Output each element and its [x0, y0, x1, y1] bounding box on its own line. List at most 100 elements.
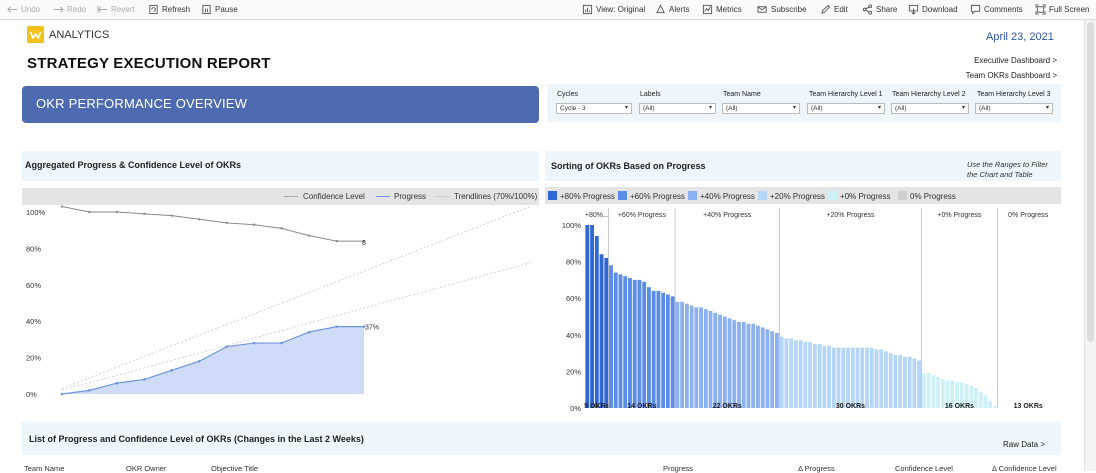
group-count-label: 30 OKRs: [836, 403, 865, 410]
vertical-scrollbar[interactable]: [1084, 20, 1096, 471]
okr-bar: [983, 395, 988, 408]
group-label: 0% Progress: [1008, 212, 1049, 219]
comments-button[interactable]: Comments: [970, 4, 1023, 15]
okr-bar: [869, 347, 874, 408]
hierarchy-level-2-dropdown[interactable]: (All) ▾: [891, 103, 969, 114]
share-button[interactable]: Share: [862, 4, 897, 15]
legend-40-progress[interactable]: +40% Progress: [700, 192, 755, 201]
legend-20-progress[interactable]: +20% Progress: [770, 192, 825, 201]
legend-swatch-60: [618, 191, 627, 200]
legend-confidence-level[interactable]: Confidence Level: [303, 192, 365, 201]
chevron-down-icon: ▾: [1045, 105, 1049, 111]
scrollbar-thumb[interactable]: [1087, 22, 1094, 342]
y-tick-label: 100%: [562, 221, 582, 230]
okr-bar: [789, 338, 794, 408]
edit-button[interactable]: Edit: [820, 4, 848, 15]
legend-swatch-confidence: [284, 196, 298, 197]
okr-bar: [798, 340, 803, 408]
team-okrs-dashboard-link[interactable]: Team OKRs Dashboard >: [965, 71, 1057, 80]
team-name-dropdown[interactable]: (All) ▾: [722, 103, 800, 114]
column-confidence-level[interactable]: Confidence Level: [895, 464, 953, 473]
okr-bar: [827, 345, 831, 408]
raw-data-link[interactable]: Raw Data >: [1003, 440, 1046, 449]
okr-bar: [893, 354, 898, 408]
metrics-button[interactable]: Metrics: [702, 4, 742, 15]
progress-point: [307, 330, 311, 334]
okr-bar: [751, 323, 756, 408]
y-tick-label: 0%: [570, 404, 581, 413]
progress-point: [225, 345, 229, 348]
hierarchy-level-1-dropdown[interactable]: (All) ▾: [807, 103, 885, 114]
y-tick-label: 60%: [566, 294, 581, 303]
subscribe-button[interactable]: Subscribe: [757, 4, 807, 15]
y-tick-label: 80%: [26, 244, 41, 253]
okr-bar: [694, 307, 699, 408]
okr-bar: [760, 327, 765, 408]
okr-bar: [855, 347, 860, 408]
legend-60-progress[interactable]: +60% Progress: [630, 192, 685, 201]
okr-bar: [623, 276, 628, 408]
share-icon: [862, 4, 873, 15]
legend-trendlines[interactable]: Trendlines (70%/100%): [454, 192, 538, 201]
executive-dashboard-link[interactable]: Executive Dashboard >: [974, 56, 1057, 65]
okr-bar: [784, 338, 789, 408]
download-button[interactable]: Download: [908, 4, 958, 15]
okr-bar: [808, 342, 813, 408]
redo-button[interactable]: Redo: [53, 4, 86, 15]
chevron-down-icon: ▾: [792, 105, 796, 111]
confidence-point: [280, 227, 283, 230]
pause-button[interactable]: Pause: [201, 4, 238, 15]
okr-bar: [865, 347, 869, 408]
legend-80-progress[interactable]: +80% Progress: [560, 192, 615, 201]
legend-0-plus-progress[interactable]: +0% Progress: [840, 192, 891, 201]
hierarchy-level-3-dropdown[interactable]: (All) ▾: [975, 103, 1053, 114]
group-label: +20% Progress: [826, 212, 875, 219]
filter-label-labels: Labels: [640, 91, 661, 98]
okr-bar: [737, 321, 741, 408]
revert-button[interactable]: Revert: [97, 4, 135, 15]
column-okr-owner[interactable]: OKR Owner: [126, 464, 167, 473]
alerts-button[interactable]: Alerts: [655, 4, 689, 15]
envelope-plus-icon: [757, 6, 767, 13]
okr-list-title: List of Progress and Confidence Level of…: [29, 434, 364, 444]
progress-point: [252, 341, 256, 345]
okr-bar: [793, 340, 798, 408]
okr-bar: [647, 287, 651, 408]
okr-bar: [940, 378, 945, 408]
confidence-point: [307, 234, 311, 237]
cycles-dropdown[interactable]: Cycle - 3 ▾: [556, 103, 632, 114]
full-screen-button[interactable]: Full Screen: [1035, 4, 1089, 15]
sorted-okr-bar-chart[interactable]: 0% 20% 40% 60% 80% 100%+80%... 5 OKRs +60% Prog…: [545, 204, 1061, 416]
progress-confidence-chart[interactable]: 0% 20% 40% 60% 80% 100% 37% 8: [22, 202, 539, 412]
group-label: +60% Progress: [618, 212, 667, 219]
okr-bar: [590, 225, 594, 408]
labels-dropdown[interactable]: (All) ▾: [639, 103, 716, 114]
progress-end-label: 37%: [365, 325, 379, 332]
okr-bar: [874, 349, 879, 408]
legend-swatch-40: [688, 191, 697, 200]
legend-swatch-0: [898, 191, 907, 200]
okr-bar: [945, 380, 950, 408]
progress-point: [170, 369, 174, 372]
okr-bar: [917, 360, 922, 408]
undo-button[interactable]: Undo: [7, 4, 40, 15]
y-tick-label: 80%: [566, 258, 581, 267]
confidence-point: [225, 221, 228, 225]
okr-bar: [926, 373, 931, 408]
legend-swatch-20: [758, 191, 767, 200]
okr-bar: [770, 331, 775, 408]
view-original-button[interactable]: View: Original: [582, 4, 645, 15]
okr-bar: [974, 387, 978, 408]
column-objective-title[interactable]: Objective Title: [211, 464, 259, 473]
column-delta-confidence[interactable]: Δ Confidence Level: [992, 464, 1057, 473]
refresh-button[interactable]: Refresh: [148, 4, 190, 15]
bar-chart-legend: +80% Progress +60% Progress +40% Progres…: [545, 187, 1061, 204]
confidence-point: [362, 239, 366, 243]
okr-bar: [846, 347, 850, 408]
legend-0-progress[interactable]: 0% Progress: [910, 192, 956, 201]
column-team-name[interactable]: Team Name: [24, 464, 65, 473]
column-progress[interactable]: Progress: [663, 464, 694, 473]
column-delta-progress[interactable]: Δ Progress: [798, 464, 835, 473]
line-chart-legend: Confidence Level Progress Trendlines (70…: [22, 188, 539, 205]
legend-progress[interactable]: Progress: [394, 192, 427, 201]
